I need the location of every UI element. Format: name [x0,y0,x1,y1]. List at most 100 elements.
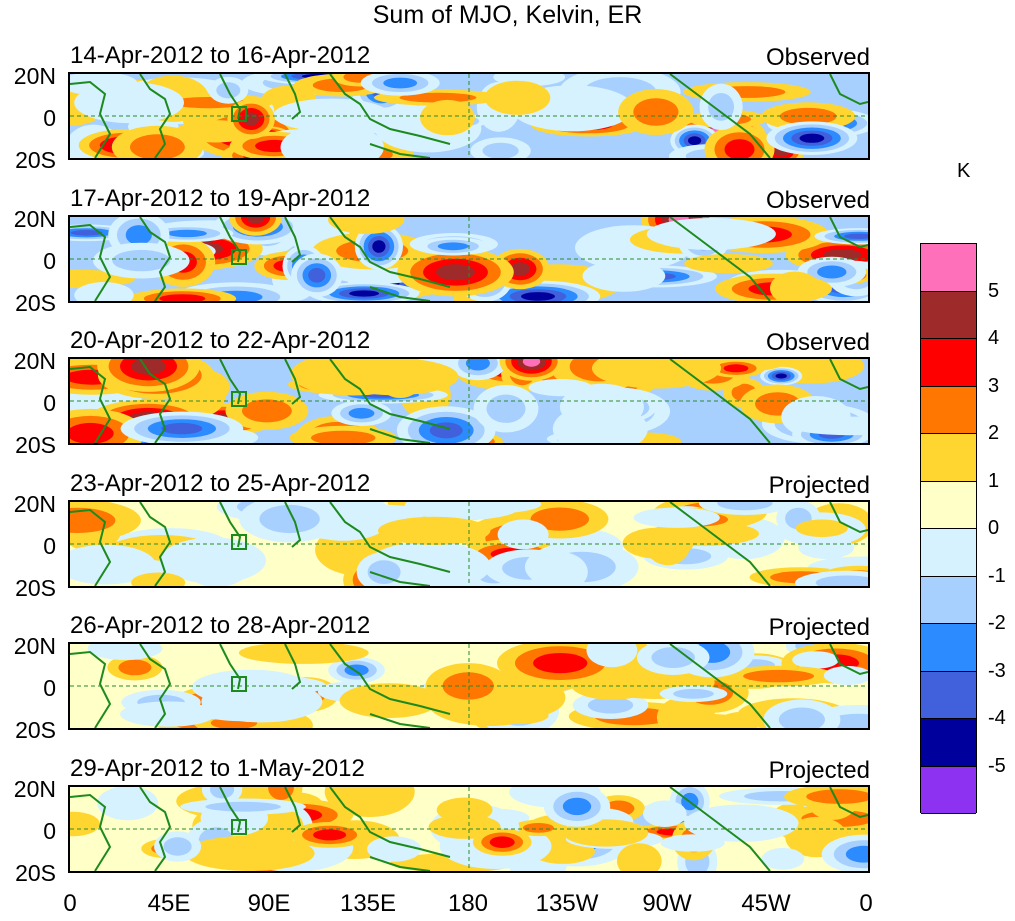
coastline [284,787,302,833]
anomaly-contour [798,536,854,559]
coastline [829,359,868,391]
anomaly-contour [311,430,376,443]
region-marker [231,249,247,265]
anomaly-contour [646,218,776,250]
anomaly-contour [246,217,265,224]
region-marker [231,819,247,835]
anomaly-contour [510,262,530,276]
lat-label-eq: 0 [43,390,56,416]
coastline [829,217,868,249]
anomaly-contour [815,575,868,586]
coastline [369,286,431,301]
anomaly-contour [770,271,820,301]
anomaly-contour [167,229,207,238]
anomaly-contour [778,707,825,728]
coastline [284,74,302,120]
coastline [829,787,868,819]
anomaly-contour [552,403,648,443]
coastline [139,644,172,728]
anomaly-contour [437,242,469,251]
colorbar-swatch [921,339,976,387]
coastline [669,217,771,301]
coastline [329,787,451,858]
coastline [369,571,431,586]
anomaly-contour [290,359,415,396]
anomaly-contour [259,504,320,534]
lon-label-135e: 135E [339,890,397,917]
anomaly-contour [645,526,691,566]
anomaly-contour [378,516,491,545]
anomaly-contour [587,696,634,714]
lat-label-20s: 20S [15,717,56,743]
anomaly-contour [482,142,519,158]
panel-status: Projected [768,757,870,784]
region-marker [231,106,247,122]
anomaly-contour [717,502,773,511]
anomaly-contour [184,835,315,871]
coastline [329,644,451,715]
anomaly-contour [238,644,369,664]
anomaly-contour [643,800,687,827]
anomaly-contour [112,249,171,272]
coastline [369,143,431,158]
coastline [70,793,112,871]
anomaly-contour [159,294,206,301]
colorbar-label: -1 [988,564,1006,587]
anomaly-contour [799,133,825,143]
anomaly-contour [795,519,848,538]
colorbar-swatch [921,244,976,292]
anomaly-contour [673,688,714,699]
anomaly-contour [367,560,401,584]
anomaly-contour [775,373,787,379]
colorbar-label: -2 [988,612,1006,634]
colorbar-label: 4 [988,327,1000,349]
region-marker [231,391,247,407]
coastline [829,502,868,534]
colorbar-swatch [921,576,976,624]
coastline [219,502,242,548]
panel-date-range: 29-Apr-2012 to 1-May-2012 [70,755,365,782]
coastline [329,74,451,145]
anomaly-contour [313,829,347,841]
anomaly-map [68,500,870,588]
colorbar-swatch [921,481,976,529]
anomaly-contour [688,136,702,145]
coastline [329,217,451,288]
coastline [829,74,868,106]
panel-date-range: 17-Apr-2012 to 19-Apr-2012 [70,185,371,212]
coastline [329,359,451,430]
anomaly-contour [633,507,720,528]
panel-status: Observed [765,44,870,71]
anomaly-contour [528,379,593,397]
anomaly-contour [530,551,588,586]
colorbar-label: -3 [988,659,1006,682]
anomaly-map [68,215,870,303]
coastline [70,365,112,443]
anomaly-map [68,357,870,445]
anomaly-contour [823,666,868,685]
anomaly-contour [131,359,166,375]
colorbar-swatch [921,386,976,434]
anomaly-contour [723,364,749,373]
anomaly-contour [120,701,216,727]
panel-date-range: 14-Apr-2012 to 16-Apr-2012 [70,42,371,69]
anomaly-contour [130,134,185,158]
anomaly-contour [163,837,192,856]
lat-label-20s: 20S [15,147,56,173]
anomaly-contour [465,359,490,371]
anomaly-contour [367,836,422,862]
coastline [369,856,431,871]
anomaly-contour [844,233,868,239]
colorbar-label: 1 [988,469,1000,492]
colorbar-label: 0 [988,517,1000,539]
region-marker [231,534,247,550]
map-panel-1: 14-Apr-2012 to 16-Apr-2012 Observed 20N 0 20… [0,42,1015,172]
anomaly-contour [790,416,868,436]
map-panel-4: 23-Apr-2012 to 25-Apr-2012 Projected 20N 0 2… [0,470,1015,600]
anomaly-contour [633,98,679,126]
lon-label-45e: 45E [147,890,191,917]
anomaly-contour [74,282,134,301]
coastline [369,713,431,728]
lon-label-90w: 90W [642,890,692,917]
panel-date-range: 20-Apr-2012 to 22-Apr-2012 [70,327,371,354]
